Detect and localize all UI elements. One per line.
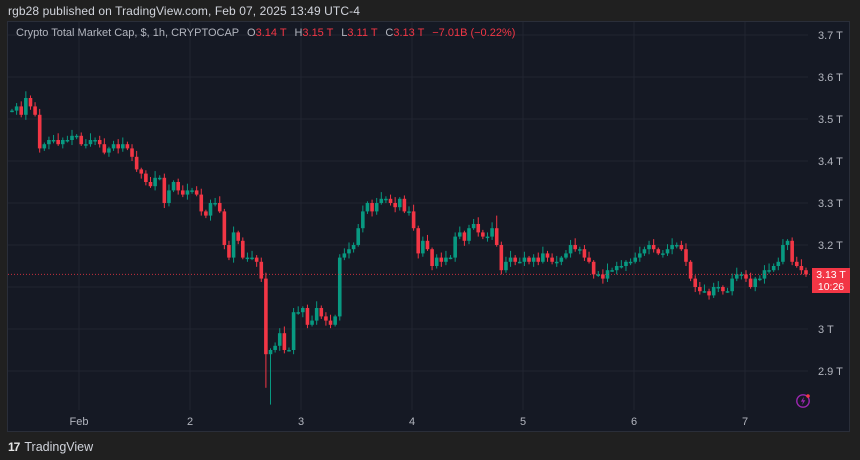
open-value: 3.14 T bbox=[255, 27, 287, 39]
brand-name: TradingView bbox=[24, 440, 94, 454]
price-tick-label: 3.3 T bbox=[818, 198, 843, 210]
last-price: 3.13 T bbox=[816, 269, 846, 281]
last-price-badge: 3.13 T 10:26 bbox=[812, 268, 850, 293]
low-label: L bbox=[341, 27, 348, 39]
symbol-title[interactable]: Crypto Total Market Cap, $, 1h, CRYPTOCA… bbox=[16, 27, 239, 39]
price-tick-label: 3.7 T bbox=[818, 30, 843, 42]
chart-grid bbox=[8, 22, 808, 410]
price-tick-label: 3.2 T bbox=[818, 240, 843, 252]
change-value: −7.01B (−0.22%) bbox=[432, 27, 516, 39]
lightning-alert-icon[interactable] bbox=[795, 393, 811, 409]
time-tick-label: 4 bbox=[409, 416, 415, 428]
high-label: H bbox=[294, 27, 303, 39]
time-tick-label: 2 bbox=[187, 416, 193, 428]
bar-countdown: 10:26 bbox=[817, 281, 845, 293]
time-tick-label: Feb bbox=[70, 416, 89, 428]
low-value: 3.11 T bbox=[347, 27, 378, 39]
close-label: C bbox=[385, 27, 394, 39]
price-tick-label: 2.9 T bbox=[818, 366, 843, 378]
price-tick-label: 3 T bbox=[818, 324, 834, 336]
tradingview-logo-icon: 17 bbox=[8, 440, 20, 454]
candles bbox=[10, 91, 808, 405]
chart-pane[interactable] bbox=[7, 21, 850, 432]
chart-legend: Crypto Total Market Cap, $, 1h, CRYPTOCA… bbox=[16, 27, 515, 39]
time-axis[interactable]: Feb 2 3 4 5 6 7 bbox=[70, 416, 749, 428]
time-tick-label: 3 bbox=[298, 416, 304, 428]
price-tick-label: 3.5 T bbox=[818, 114, 843, 126]
price-tick-label: 3.4 T bbox=[818, 156, 843, 168]
price-axis[interactable]: 3.7 T 3.6 T 3.5 T 3.4 T 3.3 T 3.2 T 3 T 2.9 T bbox=[818, 30, 843, 378]
tradingview-footer[interactable]: 17 TradingView bbox=[8, 440, 93, 454]
time-tick-label: 5 bbox=[520, 416, 526, 428]
high-value: 3.15 T bbox=[302, 27, 334, 39]
open-label: O bbox=[247, 27, 256, 39]
publish-info: rgb28 published on TradingView.com, Feb … bbox=[8, 4, 360, 18]
price-tick-label: 3.6 T bbox=[818, 72, 843, 84]
time-tick-label: 7 bbox=[742, 416, 748, 428]
time-tick-label: 6 bbox=[631, 416, 637, 428]
close-value: 3.13 T bbox=[393, 27, 425, 39]
